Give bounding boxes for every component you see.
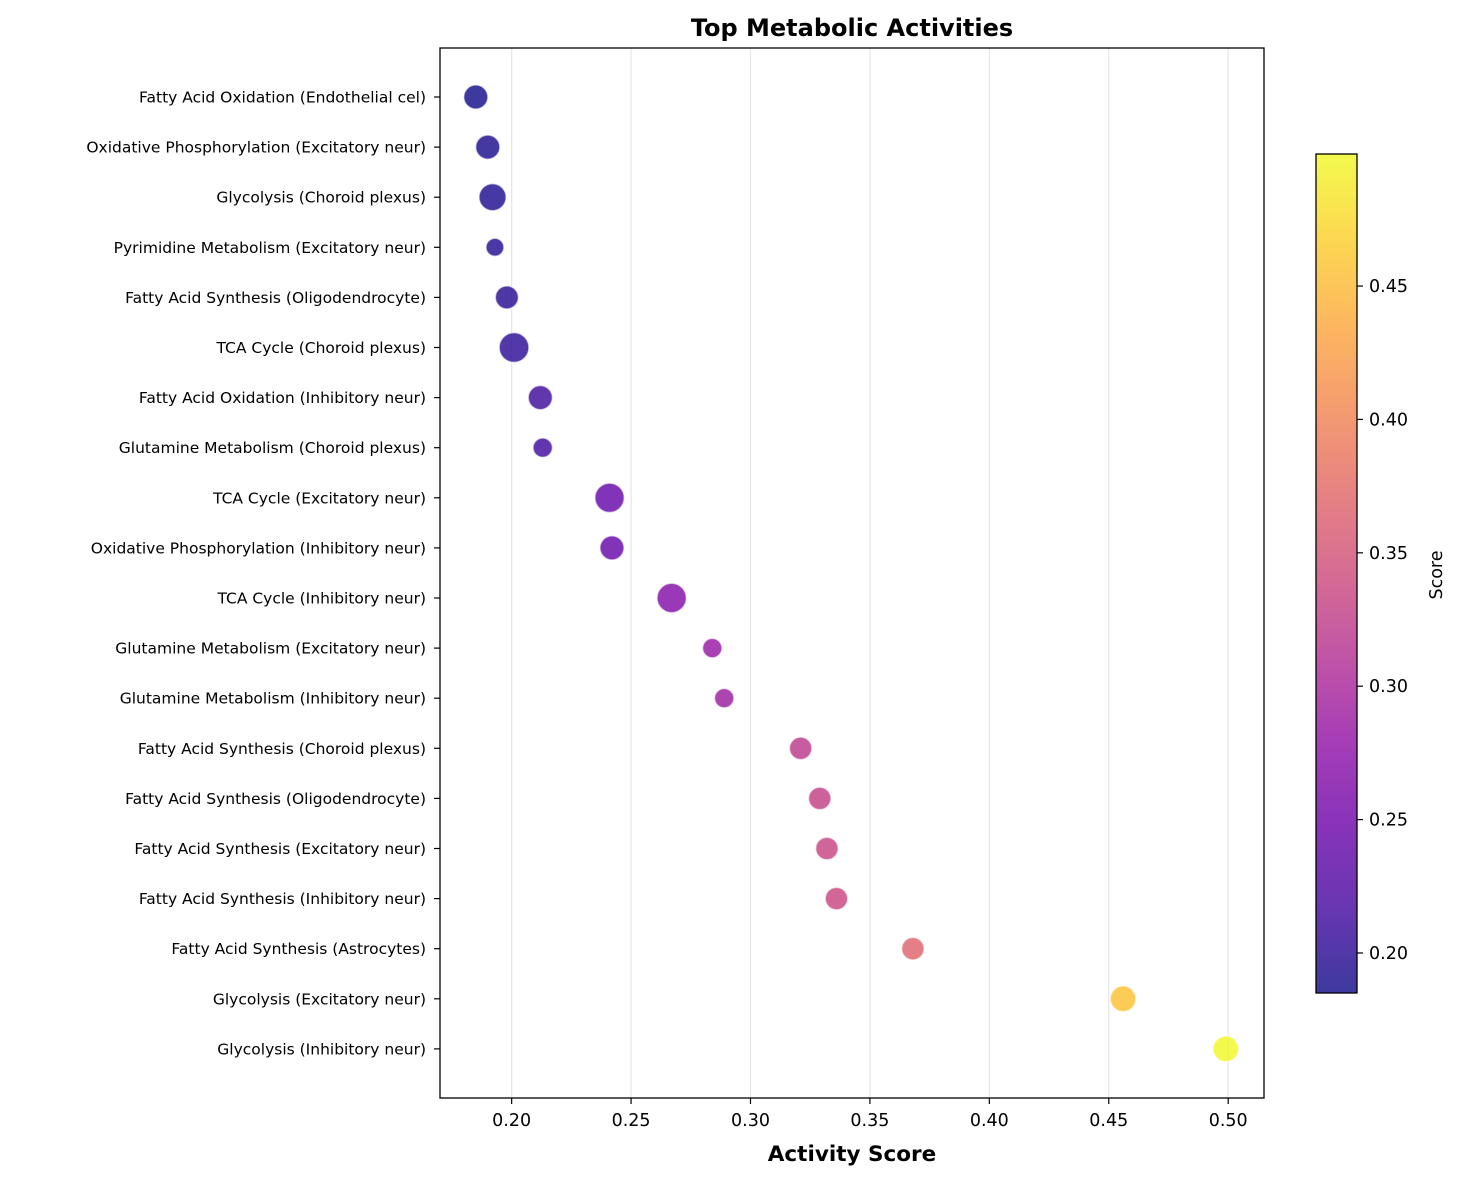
scatter-point — [478, 182, 507, 212]
y-tick-label: Fatty Acid Oxidation (Endothelial cel) — [139, 89, 426, 107]
colorbar: 0.20 0.25 0.30 0.35 0.40 0.45 Score — [1315, 153, 1447, 994]
colorbar-tick-label: 0.35 — [1369, 544, 1408, 564]
scatter-point — [474, 134, 501, 160]
y-tick-label: Oxidative Phosphorylation (Excitatory ne… — [86, 139, 426, 157]
x-axis-ticks: 0.20 0.25 0.30 0.35 0.40 0.45 0.50 — [492, 1098, 1248, 1131]
scatter-point — [656, 582, 688, 614]
y-tick-label: Glutamine Metabolism (Excitatory neur) — [115, 640, 426, 658]
y-tick-label: Fatty Acid Synthesis (Inhibitory neur) — [139, 890, 426, 908]
colorbar-tick-label: 0.20 — [1369, 944, 1408, 964]
scatter-point — [900, 936, 925, 961]
y-tick-label: Glycolysis (Choroid plexus) — [216, 189, 426, 207]
y-tick-label: TCA Cycle (Excitatory neur) — [212, 489, 426, 507]
scatter-point — [527, 384, 554, 411]
colorbar-ticks: 0.20 0.25 0.30 0.35 0.40 0.45 — [1357, 277, 1408, 964]
scatter-point — [498, 331, 530, 364]
y-tick-label: Glutamine Metabolism (Choroid plexus) — [119, 439, 426, 457]
scatter-point — [807, 786, 832, 811]
y-tick-label: Fatty Acid Synthesis (Astrocytes) — [171, 940, 426, 958]
y-tick-label: Glutamine Metabolism (Inhibitory neur) — [120, 690, 426, 708]
scatter-point — [462, 84, 489, 110]
x-tick-label: 0.40 — [970, 1111, 1009, 1131]
scatter-point — [824, 886, 849, 911]
scatter-point — [1109, 985, 1137, 1013]
colorbar-tick-label: 0.40 — [1369, 410, 1408, 430]
colorbar-frame — [1315, 153, 1358, 994]
y-tick-label: Glycolysis (Excitatory neur) — [213, 990, 426, 1008]
colorbar-tick-label: 0.30 — [1369, 677, 1408, 697]
colorbar-label: Score — [1427, 550, 1447, 599]
colorbar-gradient — [1316, 154, 1357, 993]
scatter-point — [713, 687, 735, 709]
y-tick-label: TCA Cycle (Inhibitory neur) — [216, 590, 426, 608]
gridlines — [511, 48, 1229, 1098]
x-tick-label: 0.30 — [731, 1111, 770, 1131]
scatter-point — [701, 637, 723, 659]
x-tick-label: 0.45 — [1089, 1111, 1128, 1131]
scatter-point — [599, 535, 625, 561]
x-tick-label: 0.50 — [1209, 1111, 1248, 1131]
y-tick-label: Fatty Acid Synthesis (Choroid plexus) — [138, 740, 426, 758]
scatter-point — [494, 285, 520, 310]
colorbar-tick-label: 0.45 — [1369, 277, 1408, 297]
y-axis-ticks: Fatty Acid Oxidation (Endothelial cel) Ox… — [86, 89, 440, 1058]
x-tick-label: 0.35 — [850, 1111, 889, 1131]
scatter-point — [594, 482, 626, 514]
x-tick-label: 0.25 — [612, 1111, 651, 1131]
colorbar-tick-label: 0.25 — [1369, 811, 1408, 831]
chart-title: Top Metabolic Activities — [691, 14, 1013, 42]
y-tick-label: Fatty Acid Synthesis (Oligodendrocyte) — [125, 790, 426, 808]
y-tick-label: TCA Cycle (Choroid plexus) — [216, 339, 427, 357]
x-axis-label: Activity Score — [768, 1142, 936, 1167]
plot-frame — [439, 47, 1265, 1099]
y-tick-label: Fatty Acid Synthesis (Excitatory neur) — [134, 840, 426, 858]
y-tick-label: Fatty Acid Oxidation (Inhibitory neur) — [139, 389, 426, 407]
scatter-point — [788, 736, 813, 761]
y-tick-label: Glycolysis (Inhibitory neur) — [217, 1040, 426, 1058]
y-tick-label: Fatty Acid Synthesis (Oligodendrocyte) — [125, 289, 426, 307]
scatter-point — [814, 836, 839, 861]
scatter-points — [462, 84, 1240, 1063]
x-tick-label: 0.20 — [492, 1111, 531, 1131]
y-tick-label: Pyrimidine Metabolism (Excitatory neur) — [114, 239, 426, 257]
y-tick-label: Oxidative Phosphorylation (Inhibitory ne… — [91, 539, 426, 557]
scatter-point — [1212, 1035, 1240, 1063]
scatter-point — [485, 237, 505, 258]
scatter-point — [532, 437, 554, 459]
